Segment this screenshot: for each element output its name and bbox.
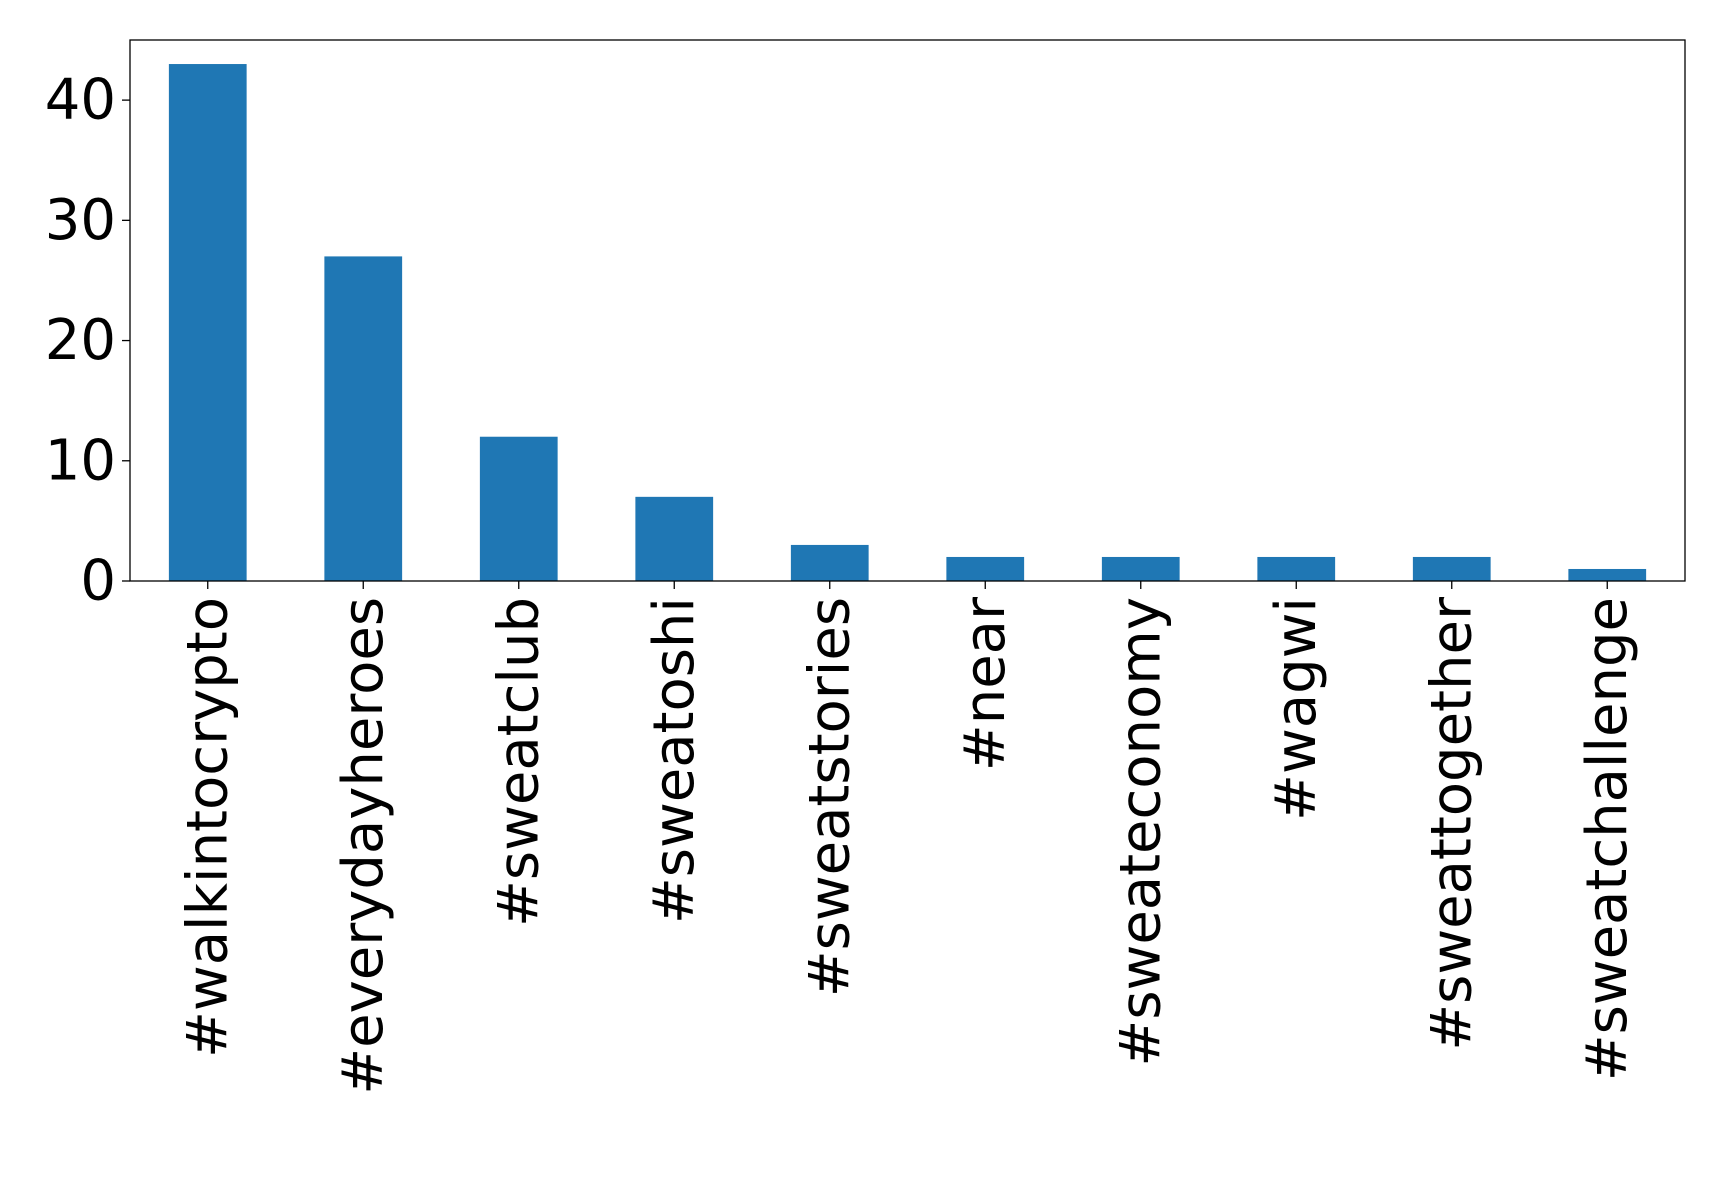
bar-walkintocrypto <box>168 64 247 582</box>
bar-sweatchallenge <box>1568 568 1647 581</box>
y-tick-label: 20 <box>45 308 116 373</box>
x-tick-label: #wagwi <box>1264 597 1329 821</box>
y-tick-label: 40 <box>45 68 116 133</box>
x-tick-label: #everydayheroes <box>331 597 396 1095</box>
bar-sweatstories <box>790 544 869 581</box>
bar-sweattogether <box>1412 556 1491 581</box>
y-ticks-layer: 0 10 20 30 40 <box>45 68 130 614</box>
bar-sweateconomy <box>1101 556 1180 581</box>
x-tick-label: #sweateconomy <box>1108 597 1173 1067</box>
bar-near <box>946 556 1025 581</box>
x-tick-label: #sweatoshi <box>642 597 707 924</box>
bars-layer <box>168 64 1647 582</box>
bar-everydayheroes <box>324 256 403 581</box>
x-tick-label: #sweatclub <box>486 597 551 927</box>
plot-frame <box>129 39 1686 582</box>
x-tick-label: #near <box>953 596 1018 771</box>
x-ticks-layer: #walkintocrypto #everydayheroes #sweatclub… <box>175 581 1640 1095</box>
bar-sweatclub <box>479 436 558 581</box>
y-tick-label: 30 <box>45 188 116 253</box>
x-tick-label: #sweatchallenge <box>1575 597 1640 1081</box>
bar-wagwi <box>1257 556 1336 581</box>
y-tick-label: 0 <box>80 549 116 614</box>
y-tick-label: 10 <box>45 428 116 493</box>
bar-sweatoshi <box>635 496 714 581</box>
x-tick-label: #sweatstories <box>797 597 862 997</box>
x-tick-label: #walkintocrypto <box>175 597 240 1058</box>
x-tick-label: #sweattogether <box>1419 596 1484 1051</box>
